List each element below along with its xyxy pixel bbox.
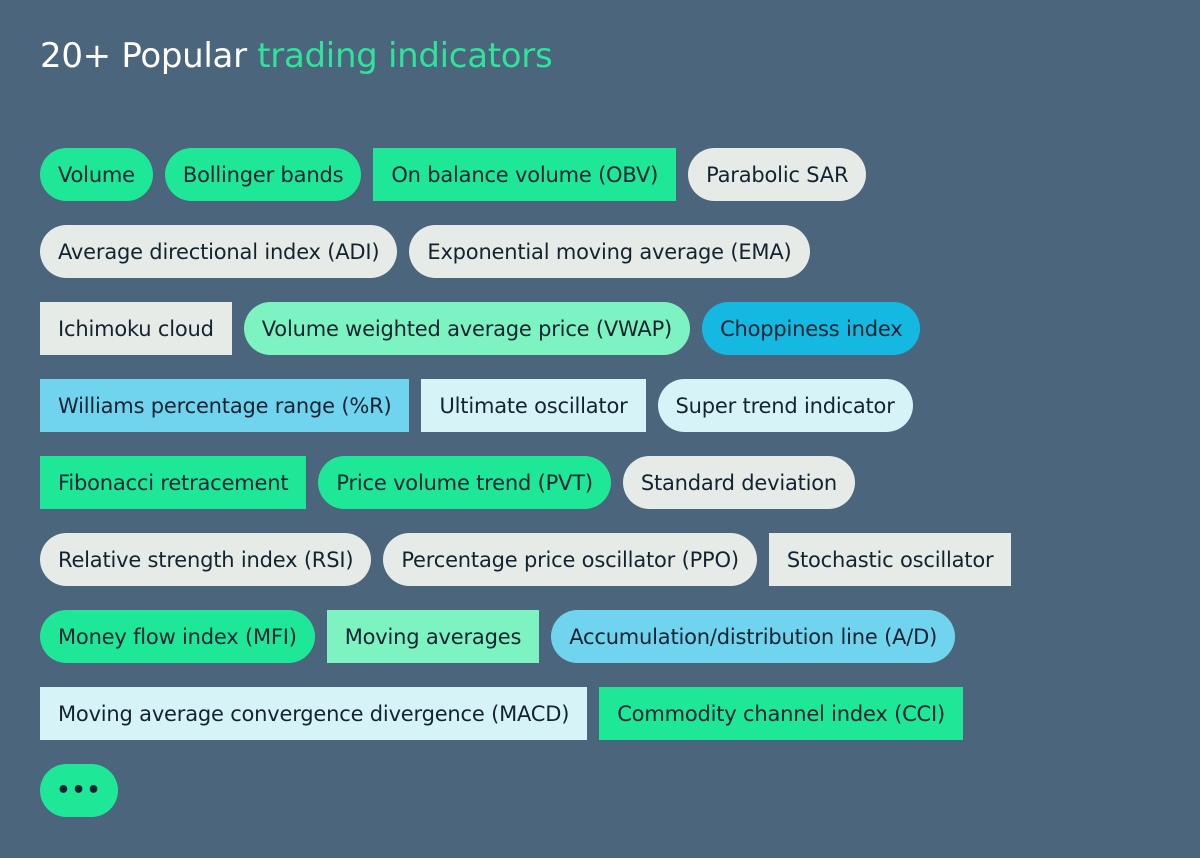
indicator-tag: Ultimate oscillator (421, 379, 646, 432)
indicator-tag: Stochastic oscillator (768, 533, 1012, 586)
page-title: 20+ Popular trading indicators (40, 30, 553, 82)
tag-row: Volume Bollinger bands On balance volume (… (40, 148, 1160, 201)
tag-row: Williams percentage range (%R) Ultimate o… (40, 379, 1160, 432)
indicator-tag: Bollinger bands (164, 148, 362, 201)
indicator-tag: Average directional index (ADI) (40, 225, 398, 278)
tag-row: Ichimoku cloud Volume weighted average pr… (40, 302, 1160, 355)
tag-row: ••• (40, 764, 1160, 817)
indicator-tag: Parabolic SAR (688, 148, 867, 201)
indicator-tag: Ichimoku cloud (40, 302, 232, 355)
indicator-tag: Moving average convergence divergence (M… (40, 687, 588, 740)
indicator-tag: Exponential moving average (EMA) (409, 225, 810, 278)
indicator-tag: Williams percentage range (%R) (40, 379, 410, 432)
indicator-tag: Fibonacci retracement (40, 456, 307, 509)
tag-row: Money flow index (MFI) Moving averages Acc… (40, 610, 1160, 663)
indicator-tag: Percentage price oscillator (PPO) (383, 533, 757, 586)
tag-row: Fibonacci retracement Price volume trend … (40, 456, 1160, 509)
indicator-tag: On balance volume (OBV) (373, 148, 677, 201)
indicator-tag: Moving averages (326, 610, 540, 663)
title-prefix: 20+ Popular (40, 36, 258, 76)
title-accent: trading indicators (257, 36, 553, 76)
tag-row: Average directional index (ADI) Exponenti… (40, 225, 1160, 278)
indicator-tag: Choppiness index (702, 302, 921, 355)
indicator-tag: Super trend indicator (657, 379, 913, 432)
indicator-tag: Relative strength index (RSI) (40, 533, 372, 586)
indicator-tag: Volume weighted average price (VWAP) (243, 302, 691, 355)
indicator-tag: Standard deviation (622, 456, 856, 509)
tag-row: Moving average convergence divergence (M… (40, 687, 1160, 740)
indicator-tag: Money flow index (MFI) (40, 610, 315, 663)
indicator-tag: Price volume trend (PVT) (318, 456, 611, 509)
tag-row: Relative strength index (RSI) Percentage … (40, 533, 1160, 586)
indicator-tag: Commodity channel index (CCI) (599, 687, 963, 740)
more-indicators-button[interactable]: ••• (40, 764, 118, 817)
indicator-tag: Accumulation/distribution line (A/D) (551, 610, 956, 663)
indicator-tag: Volume (40, 148, 153, 201)
indicator-tag-list: Volume Bollinger bands On balance volume (… (40, 148, 1160, 841)
